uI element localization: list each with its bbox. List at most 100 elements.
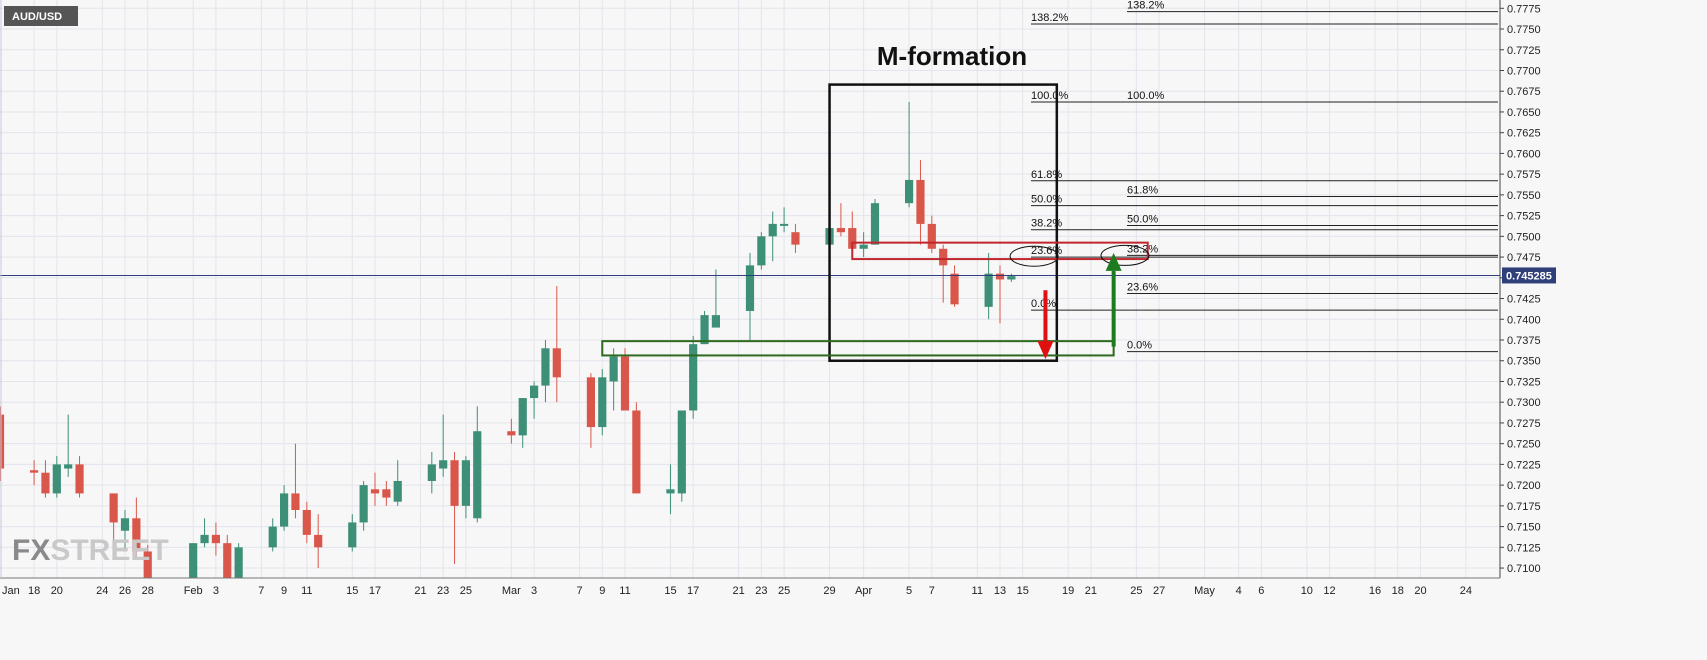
x-tick-label: 24 — [96, 585, 108, 597]
y-tick-label: 0.7500 — [1507, 231, 1541, 243]
candle-body-up — [757, 236, 766, 266]
candle-body-up — [393, 480, 402, 502]
candle-body-down — [791, 232, 800, 245]
candle-body-up — [609, 356, 618, 382]
fib-left-label: 23.6% — [1031, 245, 1062, 257]
candle-body-up — [870, 203, 880, 245]
x-tick-label: 27 — [1153, 585, 1165, 597]
x-tick-label: Apr — [855, 585, 872, 597]
y-tick-label: 0.7325 — [1507, 376, 1541, 388]
x-tick-label: 26 — [119, 585, 131, 597]
candle-body-up — [268, 526, 277, 548]
x-tick-label: 15 — [664, 585, 676, 597]
x-tick-label: 7 — [258, 585, 264, 597]
x-tick-label: 7 — [929, 585, 935, 597]
x-tick-label: 11 — [301, 585, 312, 597]
logo-text: FXSTREET — [12, 534, 169, 567]
y-tick-label: 0.7225 — [1507, 459, 1541, 471]
current-price-label: 0.745285 — [1506, 270, 1552, 282]
fib-left-label: 138.2% — [1031, 12, 1069, 24]
x-tick-label: 4 — [1236, 585, 1242, 597]
y-tick-label: 0.7125 — [1507, 542, 1541, 554]
x-tick-label: Jan — [2, 585, 20, 597]
arrow-down-head — [1037, 341, 1054, 360]
candle-body-up — [348, 522, 357, 548]
annotations — [0, 83, 1500, 362]
x-tick-label: 28 — [142, 585, 154, 597]
candle-body-down — [916, 179, 925, 224]
x-tick-label: 10 — [1301, 585, 1313, 597]
candle-body-up — [598, 377, 607, 428]
y-tick-label: 0.7575 — [1507, 169, 1541, 181]
candle-body-down — [939, 248, 948, 266]
x-tick-label: 24 — [1460, 585, 1472, 597]
x-tick-label: 18 — [28, 585, 40, 597]
candle-body-down — [370, 489, 380, 494]
x-tick-label: 17 — [687, 585, 699, 597]
x-tick-label: 12 — [1323, 585, 1335, 597]
x-tick-label: 25 — [778, 585, 790, 597]
candle-body-down — [927, 223, 936, 249]
candle-body-down — [450, 460, 459, 506]
resistance-zone — [851, 241, 1149, 261]
candle-body-up — [439, 460, 448, 469]
candle-body-down — [314, 534, 323, 548]
logo-fx: FX — [12, 534, 50, 567]
candle-body-up — [64, 464, 73, 469]
x-tick-label: 15 — [346, 585, 358, 597]
candle-body-up — [518, 398, 527, 436]
x-tick-label: Feb — [184, 585, 203, 597]
candle-body-up — [461, 460, 470, 506]
candle-body-up — [666, 489, 675, 494]
x-tick-label: 21 — [1085, 585, 1097, 597]
x-tick-label: 11 — [972, 585, 983, 597]
x-tick-label: 16 — [1369, 585, 1381, 597]
x-tick-label: 11 — [619, 585, 630, 597]
x-tick-label: 25 — [460, 585, 472, 597]
fib-right-label: 138.2% — [1127, 0, 1165, 12]
candle-body-down — [552, 348, 561, 378]
x-tick-label: 23 — [437, 585, 449, 597]
fib-highlight-ellipse — [1009, 245, 1059, 267]
x-tick-label: 9 — [281, 585, 287, 597]
candle-body-down — [848, 228, 857, 249]
candle-body-up — [768, 223, 777, 237]
fibonacci-levels: 138.2% 100.0% 61.8% 50.0% 38.2% 23.6% 0.0% 138.… — [1031, 0, 1498, 353]
y-tick-label: 0.7525 — [1507, 211, 1541, 223]
candle-body-down — [382, 489, 391, 498]
y-tick-label: 0.7150 — [1507, 522, 1541, 534]
y-tick-label: 0.7200 — [1507, 480, 1541, 492]
candle-body-up — [984, 273, 993, 307]
fib-right-label: 100.0% — [1127, 90, 1165, 102]
fib-right-label: 23.6% — [1127, 282, 1158, 294]
candle-body-up — [541, 348, 550, 386]
candle-body-down — [30, 470, 39, 473]
y-tick-label: 0.7425 — [1507, 294, 1541, 306]
fib-left-label: 38.2% — [1031, 218, 1062, 230]
y-tick-label: 0.7100 — [1507, 563, 1541, 575]
x-tick-label: 5 — [906, 585, 912, 597]
x-tick-label: 23 — [755, 585, 767, 597]
candle-body-down — [302, 510, 311, 535]
x-tick-label: 18 — [1392, 585, 1404, 597]
candle-body-down — [836, 228, 845, 233]
fxstreet-logo: FXSTREET — [12, 534, 169, 567]
symbol-badge[interactable]: AUD/USD — [4, 6, 78, 26]
x-tick-label: 19 — [1062, 585, 1074, 597]
candle-body-up — [189, 543, 198, 578]
y-tick-label: 0.7400 — [1507, 314, 1541, 326]
m-formation-box — [828, 83, 1059, 362]
candles — [0, 102, 1016, 578]
x-tick-label: 15 — [1017, 585, 1029, 597]
x-tick-label: 20 — [1414, 585, 1426, 597]
symbol-label: AUD/USD — [12, 11, 62, 23]
candle-body-down — [223, 543, 232, 578]
y-tick-label: 0.7650 — [1507, 107, 1541, 119]
x-tick-label: 7 — [576, 585, 582, 597]
y-tick-label: 0.7700 — [1507, 65, 1541, 77]
fib-left-label: 61.8% — [1031, 169, 1062, 181]
axes: 0.7100 0.7125 0.7150 0.7175 0.7200 0.7225 0.72… — [0, 0, 1556, 597]
fib-left-label: 50.0% — [1031, 194, 1062, 206]
